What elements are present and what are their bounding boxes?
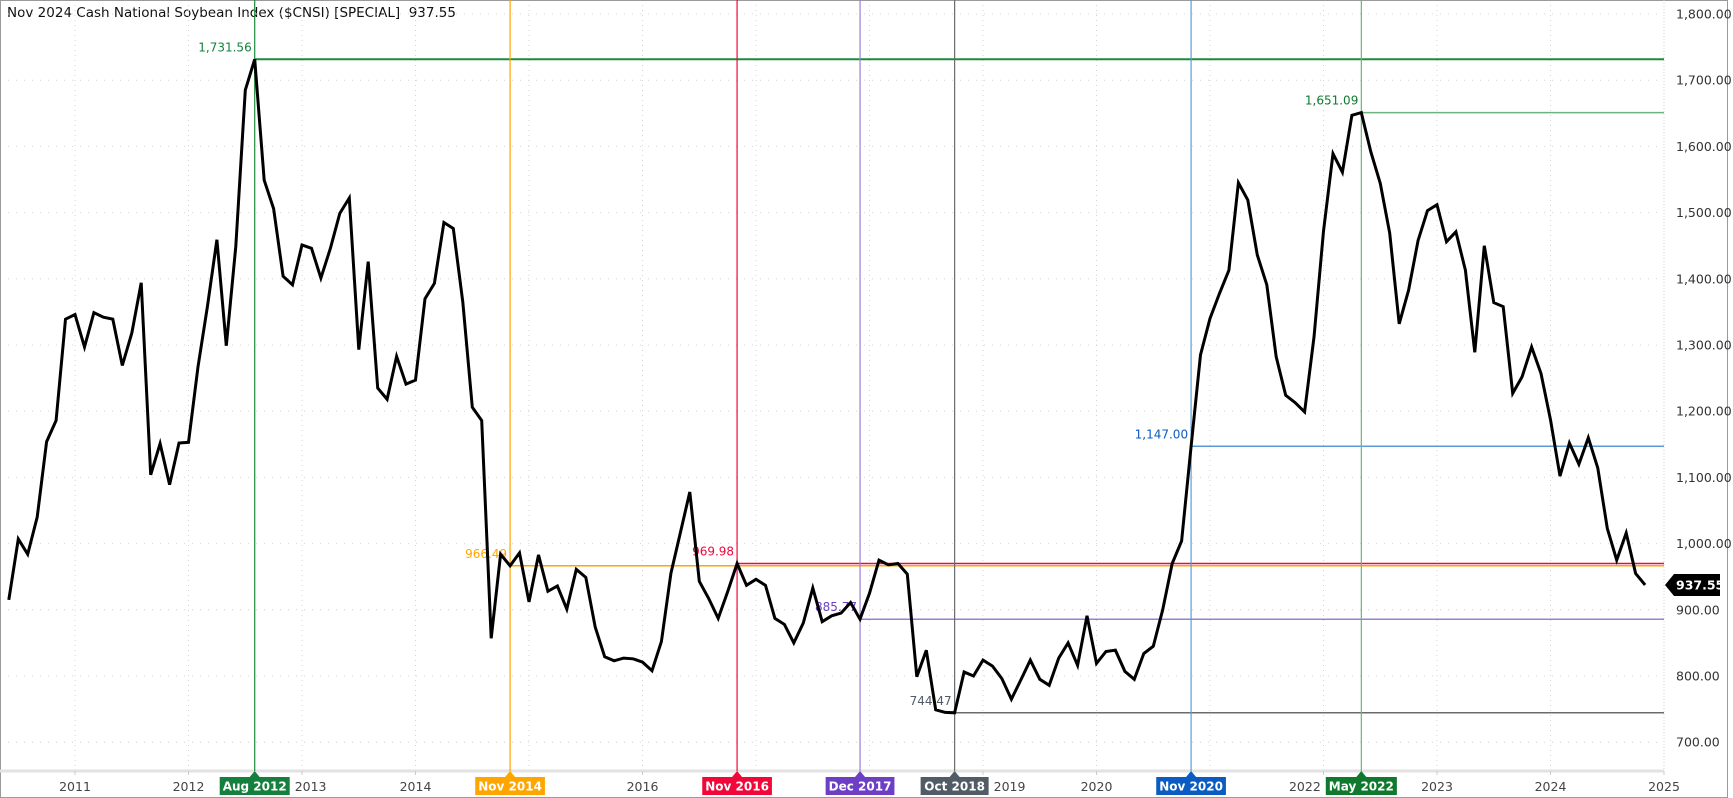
event-date-label: Dec 2017	[829, 780, 892, 794]
chart-title-text: Nov 2024 Cash National Soybean Index ($C…	[7, 5, 401, 21]
chart-title-last-value: 937.55	[408, 5, 456, 21]
x-tick-label: 2025	[1648, 779, 1680, 794]
event-date-badge	[920, 777, 989, 795]
y-tick-label: 1,400.00	[1676, 271, 1732, 286]
grid	[0, 0, 1664, 771]
event-value-label: 1,731.56	[198, 40, 251, 54]
event-date-label: Aug 2012	[223, 780, 287, 794]
x-tick-label: 2011	[59, 779, 91, 794]
x-tick-label: 2012	[173, 779, 205, 794]
event-date-badge	[1156, 777, 1226, 795]
event-value-label: 1,147.00	[1135, 427, 1188, 441]
y-tick-label: 1,300.00	[1676, 338, 1732, 353]
y-tick-label: 1,600.00	[1676, 139, 1732, 154]
x-tick-label: 2019	[994, 779, 1026, 794]
event-date-label: Nov 2014	[478, 780, 542, 794]
event-date-badge	[825, 777, 895, 795]
x-tick-label: 2014	[400, 779, 432, 794]
event-badge-pointer	[732, 771, 743, 777]
y-tick-label: 1,200.00	[1676, 404, 1732, 419]
event-date-label: Oct 2018	[924, 780, 985, 794]
y-tick-label: 700.00	[1676, 735, 1720, 750]
event-badge-pointer	[949, 771, 960, 777]
y-tick-label: 800.00	[1676, 669, 1720, 684]
event-date-badge	[702, 777, 772, 795]
event-value-label: 885.77	[815, 600, 857, 614]
event-value-label: 1,651.09	[1305, 94, 1358, 108]
axes: 700.00 800.00 900.00 1,000.00 1,100.00 1,200.…	[59, 7, 1732, 795]
chart-title: Nov 2024 Cash National Soybean Index ($C…	[7, 5, 456, 21]
x-tick-label: 2013	[295, 779, 327, 794]
last-price-label: 937.55	[1676, 577, 1724, 592]
y-tick-label: 1,000.00	[1676, 536, 1732, 551]
event-date-badge	[1325, 777, 1397, 795]
x-tick-label: 2024	[1535, 779, 1567, 794]
event-value-label: 744.47	[910, 694, 952, 708]
event-date-badge	[475, 777, 545, 795]
event-value-label: 969.98	[692, 544, 734, 558]
event-date-label: Nov 2020	[1159, 780, 1223, 794]
x-tick-label: 2020	[1081, 779, 1113, 794]
event-badge-pointer	[855, 771, 866, 777]
series-layer	[7, 58, 1647, 715]
y-tick-label: 900.00	[1676, 602, 1720, 617]
event-badge-pointer	[1356, 771, 1367, 777]
last-price-badge	[1665, 573, 1720, 596]
event-date-badge	[219, 777, 290, 795]
price-line	[7, 58, 1647, 715]
event-badge-pointer	[249, 771, 260, 777]
event-date-label: Nov 2016	[705, 780, 769, 794]
y-tick-label: 1,800.00	[1676, 7, 1732, 22]
x-tick-label: 2023	[1421, 779, 1453, 794]
event-badge-pointer	[505, 771, 516, 777]
x-tick-label: 2022	[1289, 779, 1321, 794]
event-date-label: May 2022	[1329, 780, 1394, 794]
y-tick-label: 1,100.00	[1676, 470, 1732, 485]
y-tick-label: 1,700.00	[1676, 73, 1732, 88]
event-badge-pointer	[1186, 771, 1197, 777]
x-tick-label: 2016	[627, 779, 659, 794]
y-tick-label: 1,500.00	[1676, 205, 1732, 220]
date-badges: Aug 2012 Nov 2014 Nov 2016 Dec 2017 Oct 2018…	[219, 771, 1397, 795]
